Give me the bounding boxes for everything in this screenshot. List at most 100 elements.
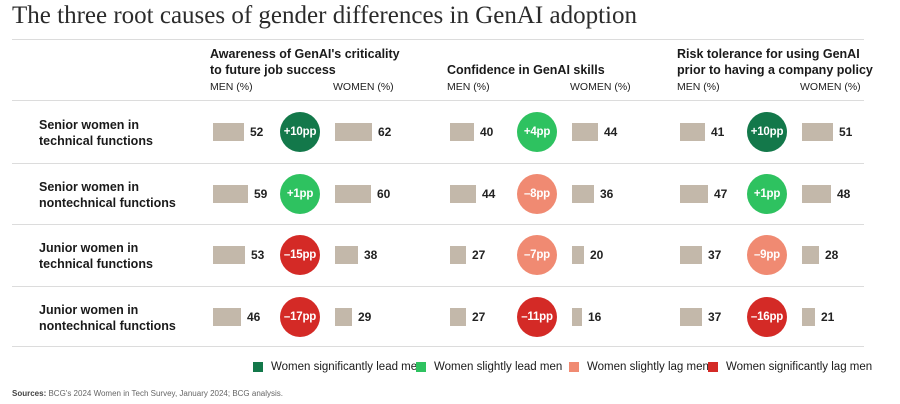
men-value: 37 [708, 248, 722, 262]
men-bar [450, 246, 466, 264]
men-column-label: MEN (%) [447, 81, 490, 93]
men-bar [680, 123, 705, 141]
women-bar [802, 246, 819, 264]
group-title-line1: Risk tolerance for using GenAI [677, 47, 860, 61]
men-bar [450, 123, 474, 141]
group-title: Awareness of GenAI's criticality to futur… [210, 46, 400, 78]
title-divider [12, 39, 864, 40]
gap-circle: +10pp [280, 112, 320, 152]
women-value: 60 [377, 187, 391, 201]
women-value: 20 [590, 248, 604, 262]
men-value: 52 [250, 125, 264, 139]
group-title-line1: Awareness of GenAI's criticality [210, 47, 400, 61]
group-title-line2: to future job success [210, 63, 336, 77]
men-value: 59 [254, 187, 268, 201]
women-value: 28 [825, 248, 839, 262]
group-title-line1: Confidence in GenAI skills [447, 63, 605, 77]
women-bar [335, 308, 352, 326]
women-bar [335, 123, 372, 141]
men-bar [450, 185, 476, 203]
women-bar [802, 308, 815, 326]
row-label-line1: Senior women in [39, 180, 140, 194]
women-bar [335, 185, 371, 203]
gap-circle: –16pp [747, 297, 787, 337]
row-label-line2: technical functions [39, 134, 153, 148]
row-label-line1: Junior women in [39, 303, 139, 317]
men-bar [213, 185, 248, 203]
legend-label: Women slightly lag men [587, 361, 709, 373]
women-bar [572, 185, 594, 203]
row-label-line2: nontechnical functions [39, 196, 176, 210]
women-column-label: WOMEN (%) [570, 81, 631, 93]
women-bar [572, 308, 582, 326]
men-value: 27 [472, 248, 486, 262]
women-column-label: WOMEN (%) [333, 81, 394, 93]
source-note: Sources: BCG's 2024 Women in Tech Survey… [12, 389, 283, 398]
women-value: 51 [839, 125, 853, 139]
gap-circle: –11pp [517, 297, 557, 337]
men-bar [680, 246, 702, 264]
women-bar [802, 185, 831, 203]
legend-swatch [416, 362, 426, 372]
men-column-label: MEN (%) [677, 81, 720, 93]
legend-item: Women slightly lag men [569, 361, 709, 373]
row-label-line1: Senior women in [39, 118, 140, 132]
row-divider [12, 224, 864, 225]
row-label-line2: nontechnical functions [39, 319, 176, 333]
women-bar [572, 123, 598, 141]
chart-title: The three root causes of gender differen… [12, 2, 637, 29]
group-title-line2: prior to having a company policy [677, 63, 873, 77]
gap-circle: +10pp [747, 112, 787, 152]
row-label: Senior women in technical functions [39, 117, 153, 149]
gap-circle: –15pp [280, 235, 320, 275]
gap-circle: +1pp [747, 174, 787, 214]
gap-circle: –7pp [517, 235, 557, 275]
men-value: 47 [714, 187, 728, 201]
men-value: 27 [472, 310, 486, 324]
women-value: 21 [821, 310, 835, 324]
legend-swatch [569, 362, 579, 372]
women-column-label: WOMEN (%) [800, 81, 861, 93]
row-label-line1: Junior women in [39, 241, 139, 255]
women-value: 36 [600, 187, 614, 201]
legend-label: Women significantly lead men [271, 361, 424, 373]
legend-label: Women slightly lead men [434, 361, 563, 373]
men-value: 37 [708, 310, 722, 324]
row-divider [12, 100, 864, 101]
men-value: 53 [251, 248, 265, 262]
gap-circle: +1pp [280, 174, 320, 214]
women-value: 29 [358, 310, 372, 324]
men-bar [213, 246, 245, 264]
legend-item: Women significantly lag men [708, 361, 872, 373]
gap-circle: –17pp [280, 297, 320, 337]
row-divider [12, 163, 864, 164]
legend-swatch [708, 362, 718, 372]
women-value: 62 [378, 125, 392, 139]
row-label: Junior women in nontechnical functions [39, 302, 176, 334]
women-value: 48 [837, 187, 851, 201]
men-value: 46 [247, 310, 261, 324]
men-bar [680, 185, 708, 203]
men-bar [450, 308, 466, 326]
legend-item: Women significantly lead men [253, 361, 424, 373]
legend-divider [12, 346, 864, 347]
group-title: Risk tolerance for using GenAI prior to h… [677, 46, 873, 78]
row-divider [12, 286, 864, 287]
group-title: Confidence in GenAI skills [447, 62, 605, 78]
legend-label: Women significantly lag men [726, 361, 873, 373]
legend-swatch [253, 362, 263, 372]
men-value: 44 [482, 187, 496, 201]
women-bar [802, 123, 833, 141]
women-bar [572, 246, 584, 264]
women-value: 16 [588, 310, 602, 324]
women-value: 44 [604, 125, 618, 139]
men-value: 40 [480, 125, 494, 139]
gap-circle: –9pp [747, 235, 787, 275]
women-value: 38 [364, 248, 378, 262]
legend-item: Women slightly lead men [416, 361, 562, 373]
source-label: Sources: [12, 389, 47, 398]
row-label: Junior women in technical functions [39, 240, 153, 272]
row-label: Senior women in nontechnical functions [39, 179, 176, 211]
men-bar [213, 308, 241, 326]
men-column-label: MEN (%) [210, 81, 253, 93]
